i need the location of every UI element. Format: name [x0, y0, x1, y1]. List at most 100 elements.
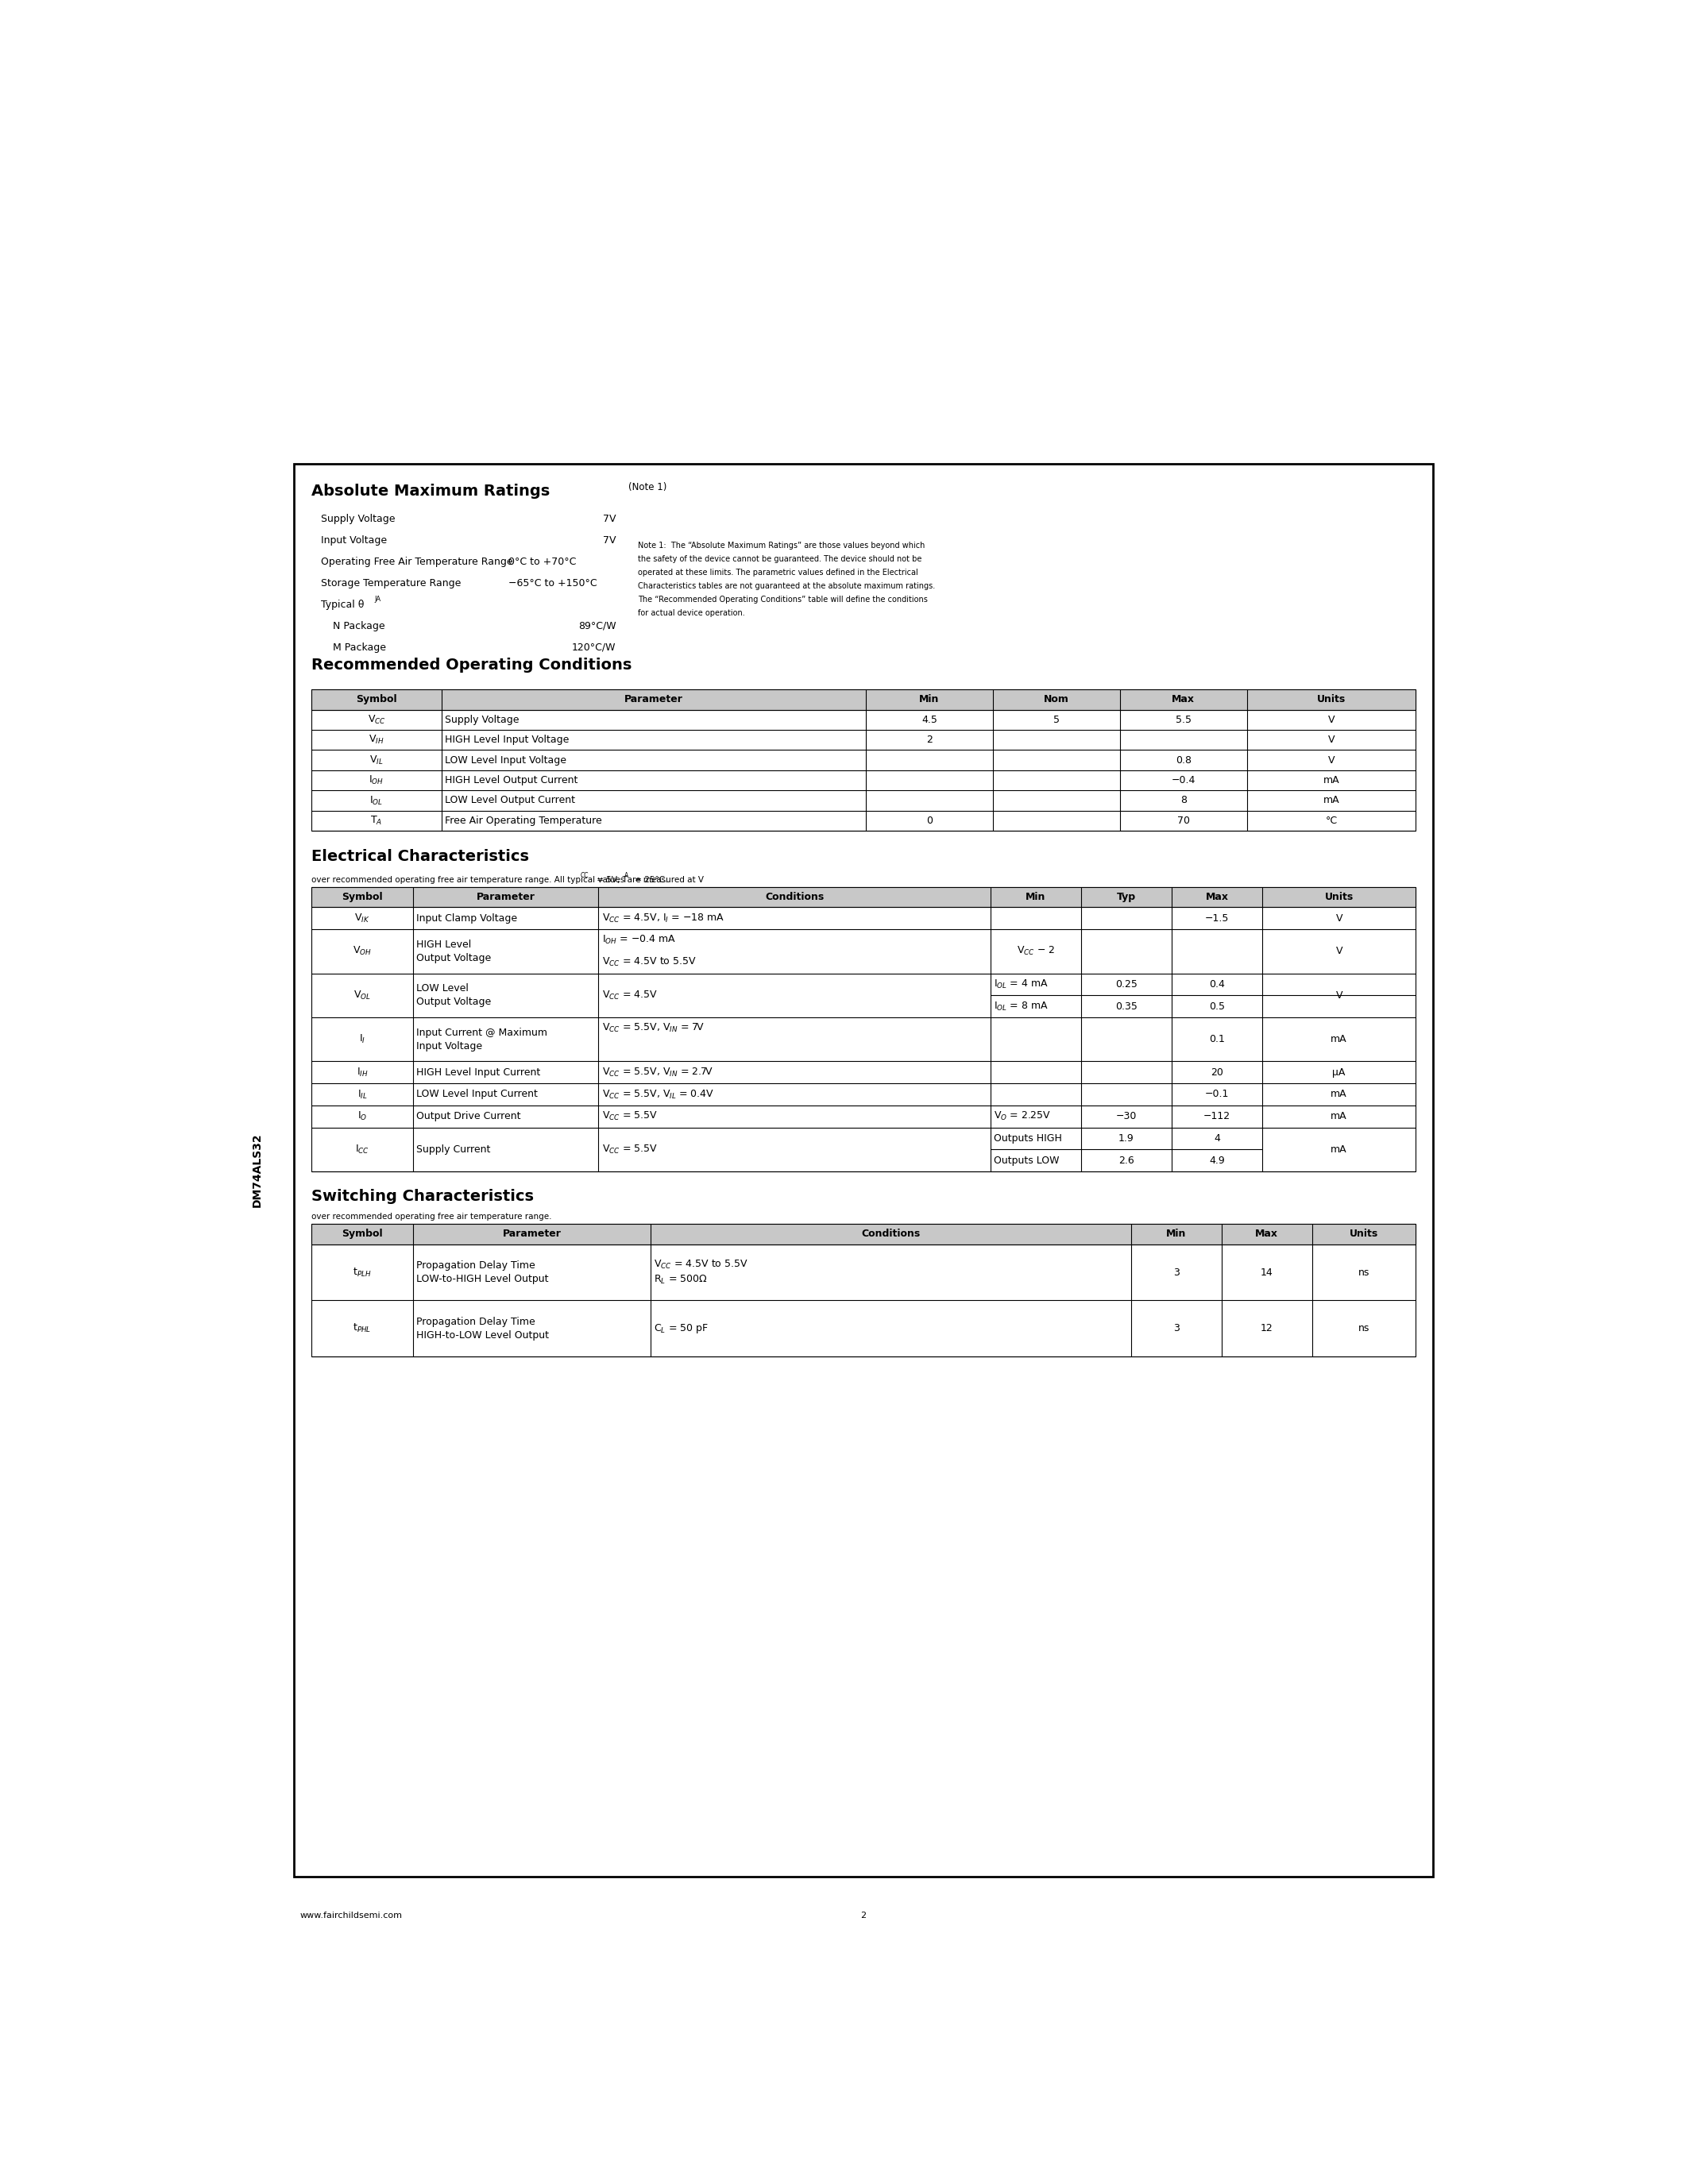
Text: −65°C to +150°C: −65°C to +150°C	[508, 579, 598, 587]
Text: A: A	[625, 871, 628, 880]
Text: Recommended Operating Conditions: Recommended Operating Conditions	[311, 657, 631, 673]
Text: Min: Min	[1026, 891, 1047, 902]
Text: I$_{OH}$: I$_{OH}$	[370, 775, 385, 786]
Text: V$_{IK}$: V$_{IK}$	[354, 913, 370, 924]
Text: 20: 20	[1210, 1068, 1224, 1077]
Text: N Package: N Package	[333, 620, 385, 631]
Text: 2: 2	[861, 1911, 866, 1920]
Text: mA: mA	[1330, 1090, 1347, 1099]
Bar	[311, 887, 1416, 1171]
Text: Outputs LOW: Outputs LOW	[994, 1155, 1058, 1166]
Text: 4.9: 4.9	[1209, 1155, 1225, 1166]
Text: 2: 2	[927, 734, 932, 745]
Text: Units: Units	[1325, 891, 1354, 902]
Text: Conditions: Conditions	[765, 891, 824, 902]
Text: −30: −30	[1116, 1112, 1138, 1123]
Text: T$_A$: T$_A$	[370, 815, 383, 828]
Text: Input Clamp Voltage: Input Clamp Voltage	[415, 913, 517, 924]
Text: I$_{IL}$: I$_{IL}$	[358, 1088, 368, 1101]
Text: Free Air Operating Temperature: Free Air Operating Temperature	[444, 815, 603, 826]
Text: Output Drive Current: Output Drive Current	[415, 1112, 520, 1123]
Text: Switching Characteristics: Switching Characteristics	[311, 1188, 533, 1203]
Text: operated at these limits. The parametric values defined in the Electrical: operated at these limits. The parametric…	[638, 568, 918, 577]
Text: 70: 70	[1177, 815, 1190, 826]
Text: I$_{OH}$ = −0.4 mA: I$_{OH}$ = −0.4 mA	[603, 935, 677, 946]
Text: −0.4: −0.4	[1171, 775, 1195, 786]
Text: mA: mA	[1330, 1035, 1347, 1044]
Text: V$_{OH}$: V$_{OH}$	[353, 946, 371, 957]
Text: V$_{CC}$ = 5.5V: V$_{CC}$ = 5.5V	[603, 1109, 658, 1123]
Text: Parameter: Parameter	[503, 1230, 560, 1238]
Text: V: V	[1335, 913, 1342, 924]
Text: I$_O$: I$_O$	[358, 1109, 366, 1123]
Bar	[294, 463, 1433, 1876]
Text: I$_{OL}$: I$_{OL}$	[370, 795, 383, 806]
Text: HIGH Level Output Current: HIGH Level Output Current	[444, 775, 577, 786]
Text: Max: Max	[1171, 695, 1195, 705]
Text: I$_I$: I$_I$	[360, 1033, 365, 1046]
Text: HIGH Level
Output Voltage: HIGH Level Output Voltage	[415, 939, 491, 963]
Text: 0.1: 0.1	[1209, 1035, 1225, 1044]
Text: V$_{CC}$ − 2: V$_{CC}$ − 2	[1016, 946, 1055, 957]
Text: Nom: Nom	[1043, 695, 1069, 705]
Text: Note 1:  The “Absolute Maximum Ratings” are those values beyond which: Note 1: The “Absolute Maximum Ratings” a…	[638, 542, 925, 550]
Text: Electrical Characteristics: Electrical Characteristics	[311, 850, 528, 865]
Text: V: V	[1335, 989, 1342, 1000]
Text: 2.6: 2.6	[1119, 1155, 1134, 1166]
Text: Absolute Maximum Ratings: Absolute Maximum Ratings	[311, 483, 550, 498]
Text: I$_{OL}$ = 4 mA: I$_{OL}$ = 4 mA	[994, 978, 1048, 989]
Text: Typical θ: Typical θ	[321, 601, 365, 609]
Text: V$_{CC}$ = 5.5V, V$_{IN}$ = 7V: V$_{CC}$ = 5.5V, V$_{IN}$ = 7V	[603, 1022, 704, 1035]
Text: 0.5: 0.5	[1209, 1000, 1225, 1011]
Text: HIGH Level Input Voltage: HIGH Level Input Voltage	[444, 734, 569, 745]
Text: V$_{CC}$ = 4.5V to 5.5V: V$_{CC}$ = 4.5V to 5.5V	[603, 957, 697, 968]
Text: HIGH Level Input Current: HIGH Level Input Current	[415, 1068, 540, 1077]
Text: V$_{CC}$ = 5.5V: V$_{CC}$ = 5.5V	[603, 1144, 658, 1155]
Text: t$_{PLH}$: t$_{PLH}$	[353, 1267, 371, 1278]
Text: mA: mA	[1330, 1144, 1347, 1155]
Text: V$_{CC}$ = 4.5V to 5.5V
R$_L$ = 500Ω: V$_{CC}$ = 4.5V to 5.5V R$_L$ = 500Ω	[653, 1258, 748, 1286]
Text: Units: Units	[1349, 1230, 1379, 1238]
Text: 5: 5	[1053, 714, 1060, 725]
Text: = 25°C.: = 25°C.	[633, 876, 668, 885]
Text: mA: mA	[1323, 795, 1340, 806]
Text: 89°C/W: 89°C/W	[579, 620, 616, 631]
Text: Supply Current: Supply Current	[415, 1144, 490, 1155]
Text: LOW Level
Output Voltage: LOW Level Output Voltage	[415, 983, 491, 1007]
Text: V: V	[1328, 734, 1335, 745]
Text: Conditions: Conditions	[861, 1230, 920, 1238]
Text: −0.1: −0.1	[1205, 1090, 1229, 1099]
Text: 0.35: 0.35	[1116, 1000, 1138, 1011]
Text: V$_O$ = 2.25V: V$_O$ = 2.25V	[994, 1109, 1052, 1123]
Text: Input Current @ Maximum
Input Voltage: Input Current @ Maximum Input Voltage	[415, 1026, 547, 1051]
Text: Min: Min	[920, 695, 939, 705]
Text: The “Recommended Operating Conditions” table will define the conditions: The “Recommended Operating Conditions” t…	[638, 596, 927, 603]
Text: 14: 14	[1261, 1267, 1273, 1278]
Text: Symbol: Symbol	[356, 695, 397, 705]
Text: 1.9: 1.9	[1119, 1133, 1134, 1144]
Text: LOW Level Input Current: LOW Level Input Current	[415, 1090, 537, 1099]
Text: V$_{CC}$ = 4.5V: V$_{CC}$ = 4.5V	[603, 989, 658, 1000]
Text: Storage Temperature Range: Storage Temperature Range	[321, 579, 461, 587]
Text: Propagation Delay Time
HIGH-to-LOW Level Output: Propagation Delay Time HIGH-to-LOW Level…	[415, 1317, 549, 1341]
Text: Typ: Typ	[1117, 891, 1136, 902]
Text: Parameter: Parameter	[476, 891, 535, 902]
Text: 0.4: 0.4	[1209, 978, 1225, 989]
Text: Propagation Delay Time
LOW-to-HIGH Level Output: Propagation Delay Time LOW-to-HIGH Level…	[415, 1260, 549, 1284]
Text: V$_{IL}$: V$_{IL}$	[370, 753, 383, 767]
Text: DM74ALS32: DM74ALS32	[252, 1133, 263, 1208]
Text: I$_{OL}$ = 8 mA: I$_{OL}$ = 8 mA	[994, 1000, 1048, 1013]
Text: M Package: M Package	[333, 642, 387, 653]
Text: Max: Max	[1256, 1230, 1278, 1238]
Text: LOW Level Output Current: LOW Level Output Current	[444, 795, 576, 806]
Text: for actual device operation.: for actual device operation.	[638, 609, 744, 618]
Text: V$_{OL}$: V$_{OL}$	[353, 989, 371, 1000]
Text: ns: ns	[1359, 1324, 1369, 1334]
Text: Characteristics tables are not guaranteed at the absolute maximum ratings.: Characteristics tables are not guarantee…	[638, 583, 935, 590]
Text: Parameter: Parameter	[625, 695, 684, 705]
Text: 4.5: 4.5	[922, 714, 937, 725]
Text: °C: °C	[1325, 815, 1337, 826]
Text: (Note 1): (Note 1)	[628, 483, 667, 494]
Text: Max: Max	[1205, 891, 1229, 902]
Text: V$_{CC}$ = 5.5V, V$_{IN}$ = 2.7V: V$_{CC}$ = 5.5V, V$_{IN}$ = 2.7V	[603, 1066, 714, 1079]
